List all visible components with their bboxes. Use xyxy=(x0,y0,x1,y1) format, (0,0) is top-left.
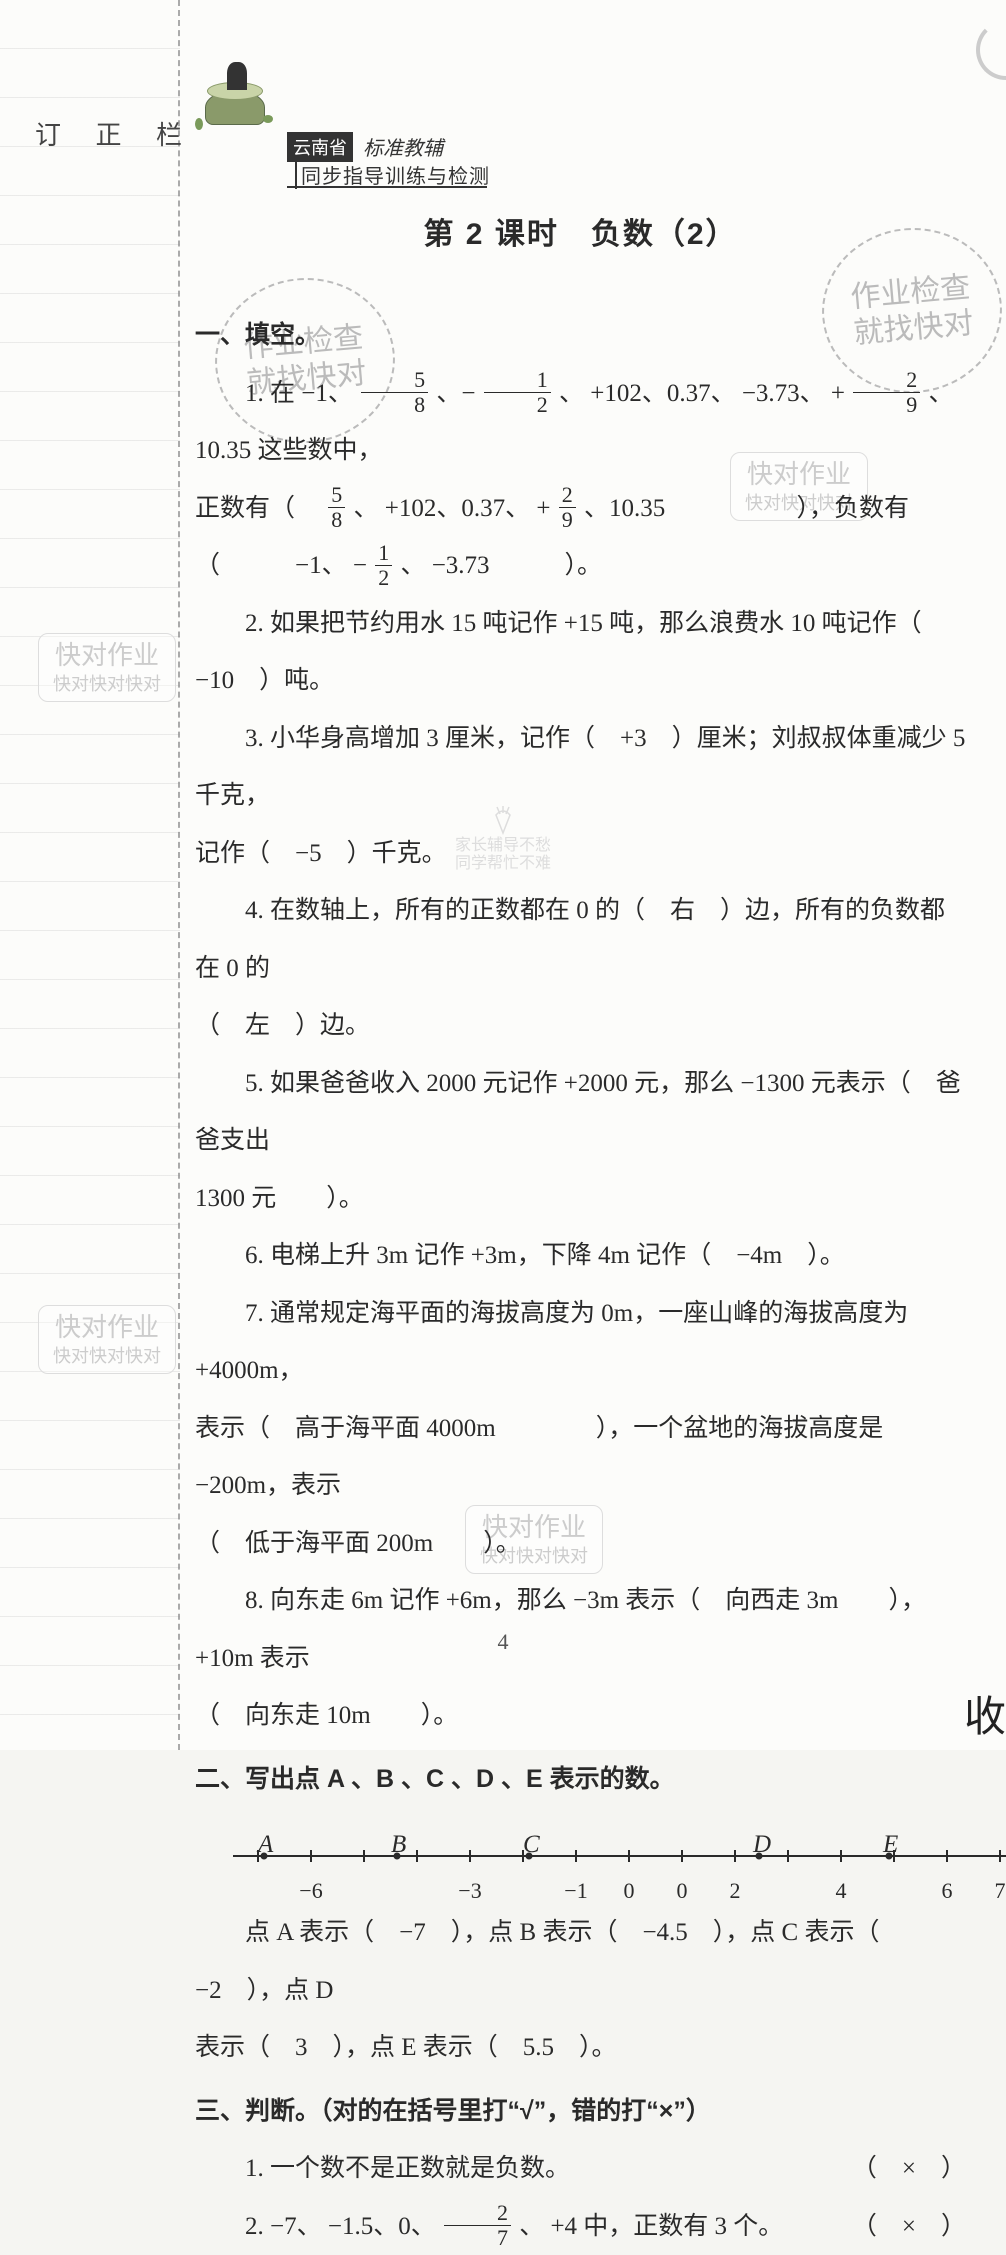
number-line-tick-label: 0 xyxy=(624,1866,635,1917)
q1-text: 、− xyxy=(436,380,475,407)
q4a: 4. 在数轴上，所有的正数都在 0 的（ 右 ）边，所有的负数都在 0 的 xyxy=(195,882,966,997)
q5b: 1300 元 ）。 xyxy=(195,1170,966,1228)
q1-text: 、 +102、0.37、 + xyxy=(354,495,551,522)
lesson-title: 第 2 课时 负数（2） xyxy=(195,200,966,269)
page: 订 正 栏 云南省 标准教辅 同步指导训练与检测 作业检查 就找快对 作业检查 … xyxy=(0,0,1006,1750)
q8b: （ 向东走 10m ）。 xyxy=(195,1687,966,1745)
brand-tag: 云南省 xyxy=(287,132,353,162)
cropped-text: 收 xyxy=(964,1683,1006,1744)
fraction: 12 xyxy=(375,541,392,590)
brand-subtitle: 同步指导训练与检测 xyxy=(295,160,490,189)
correction-label: 订 正 栏 xyxy=(35,115,196,152)
number-line-tick-label: 7 xyxy=(995,1866,1006,1917)
sec2-ans-b: 表示（ 3 ），点 E 表示（ 5.5 ）。 xyxy=(195,2019,966,2077)
brand-slash: 标准教辅 xyxy=(363,132,443,161)
watermark-text: 快对快对快对 xyxy=(53,1345,161,1368)
q1-line3: （ −1、 − 12 、 −3.73 ）。 xyxy=(195,537,966,595)
q1-text: 正数有（ xyxy=(195,495,320,522)
q1: 1. 在 −1、 58 、− 12 、 +102、0.37、 −3.73、 + … xyxy=(195,365,966,480)
leaf-icon xyxy=(195,118,203,130)
s3q1: 1. 一个数不是正数就是负数。 （ × ） xyxy=(195,2140,966,2198)
q7b: 表示（ 高于海平面 4000m ），一个盆地的海拔高度是 −200m，表示 xyxy=(195,1400,966,1515)
q7c: （ 低于海平面 200m ）。 xyxy=(195,1515,966,1573)
number-line-tick-label: 0 xyxy=(677,1866,688,1917)
section-3-head: 三、判断。（对的在括号里打“√”，错的打“×”） xyxy=(195,2083,966,2141)
q1-text: 、 +102、0.37、 −3.73、 + xyxy=(559,380,845,407)
fraction: 27 xyxy=(444,2201,511,2250)
content-body: 第 2 课时 负数（2） 一、填空。 1. 在 −1、 58 、− 12 、 +… xyxy=(195,200,966,2255)
figure-icon xyxy=(227,62,247,90)
number-line-tick-label: −6 xyxy=(299,1866,322,1917)
number-line-tick-label: 4 xyxy=(836,1866,847,1917)
section-1-head: 一、填空。 xyxy=(195,307,966,365)
s3q2-text: 、 +4 中，正数有 3 个。 xyxy=(519,2213,783,2240)
s3q1-ans: （ × ） xyxy=(802,2140,966,2198)
q1-text: 、 −3.73 ）。 xyxy=(400,552,602,579)
number-line-svg xyxy=(223,1842,1006,1870)
correction-column xyxy=(0,0,180,1750)
number-line-tick-label: −3 xyxy=(458,1866,481,1917)
corner-arc xyxy=(976,20,1006,80)
q6: 6. 电梯上升 3m 记作 +3m，下降 4m 记作（ −4m ）。 xyxy=(195,1227,966,1285)
q2: 2. 如果把节约用水 15 吨记作 +15 吨，那么浪费水 10 吨记作（ −1… xyxy=(195,595,966,710)
q1-line2: 正数有（ 58 、 +102、0.37、 + 29 、10.35 ），负数有 xyxy=(195,480,966,538)
watermark-text: 快对快对快对 xyxy=(53,673,161,696)
grid-lines xyxy=(0,0,180,1750)
fraction: 29 xyxy=(559,483,576,532)
watermark-text: 快对作业 xyxy=(53,1312,161,1345)
section-2-head: 二、写出点 A 、B 、C 、D 、E 表示的数。 xyxy=(195,1751,966,1809)
q4b: （ 左 ）边。 xyxy=(195,997,966,1055)
fraction: 58 xyxy=(328,483,345,532)
number-line-tick-label: −1 xyxy=(564,1866,587,1917)
s3q2: 2. −7、 −1.5、0、 27 、 +4 中，正数有 3 个。 （ × ） xyxy=(195,2198,966,2255)
q1-text: （ −1、 − xyxy=(195,552,367,579)
watermark-box: 快对作业 快对快对快对 xyxy=(38,633,176,702)
number-line: ABCDE −6−3−10024678 xyxy=(223,1816,966,1896)
fraction: 12 xyxy=(484,368,551,417)
header-illustration xyxy=(195,60,280,135)
brand-underline xyxy=(287,186,487,188)
number-line-tick-label: 6 xyxy=(942,1866,953,1917)
q3b: 记作（ −5 ）千克。 xyxy=(195,825,966,883)
q1-text: 1. 在 −1、 xyxy=(245,380,353,407)
q5a: 5. 如果爸爸收入 2000 元记作 +2000 元，那么 −1300 元表示（… xyxy=(195,1055,966,1170)
s3q2-text: 2. −7、 −1.5、0、 xyxy=(245,2213,436,2240)
watermark-box: 快对作业 快对快对快对 xyxy=(38,1305,176,1374)
q1-text: ），负数有 xyxy=(671,495,909,522)
leaf-icon xyxy=(263,115,273,123)
q7a: 7. 通常规定海平面的海拔高度为 0m，一座山峰的海拔高度为 +4000m， xyxy=(195,1285,966,1400)
watermark-text: 快对作业 xyxy=(53,640,161,673)
q3a: 3. 小华身高增加 3 厘米，记作（ +3 ）厘米；刘叔叔体重减少 5 千克， xyxy=(195,710,966,825)
s3q2-ans: （ × ） xyxy=(802,2198,966,2255)
number-line-tick-label: 2 xyxy=(730,1866,741,1917)
page-number: 4 xyxy=(0,1629,1006,1655)
sec2-ans-a: 点 A 表示（ −7 ），点 B 表示（ −4.5 ），点 C 表示（ −2 ）… xyxy=(195,1904,966,2019)
s3q1-text: 1. 一个数不是正数就是负数。 xyxy=(245,2155,570,2182)
q1-text: 、10.35 xyxy=(584,495,665,522)
fraction: 29 xyxy=(853,368,920,417)
fraction: 58 xyxy=(361,368,428,417)
